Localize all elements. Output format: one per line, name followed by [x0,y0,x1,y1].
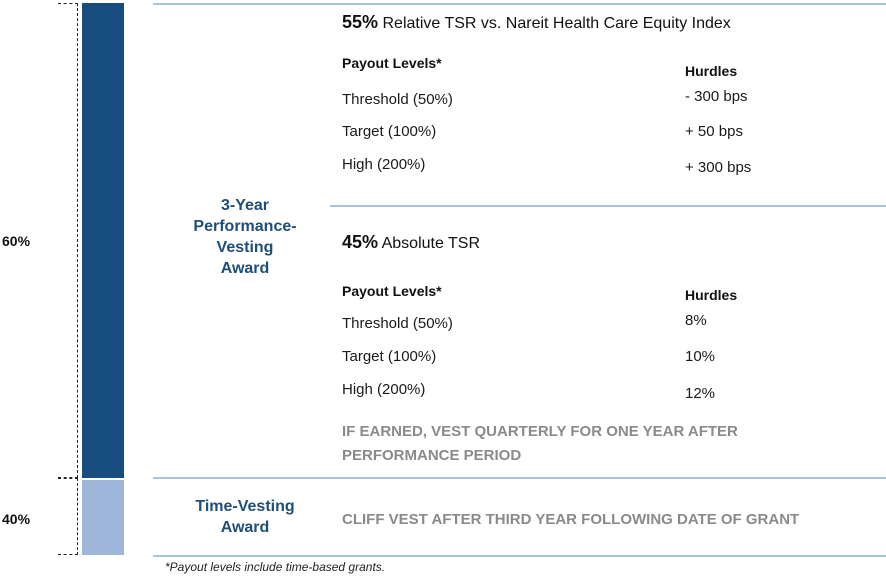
relative-tsr-weight: 55% [342,12,379,32]
performance-bar [82,3,124,478]
relative-hurdles-header: Hurdles [685,63,738,79]
time-bar [82,480,124,555]
relative-row-hurdle: + 50 bps [685,123,743,140]
absolute-tsr-heading: 45% Absolute TSR [342,232,480,253]
section-divider [153,477,886,479]
absolute-tsr-title: Absolute TSR [381,235,481,252]
absolute-tsr-weight: 45% [342,232,379,252]
award-label-line: Award [220,519,270,536]
absolute-row-hurdle: 8% [685,312,707,329]
bracket-performance [58,3,78,478]
award-label-line: Vesting [216,239,274,256]
bracket-time [58,478,78,555]
award-label-line: Award [220,260,270,277]
absolute-row-level: High (200%) [342,381,426,398]
time-weight-label: 40% [2,511,31,527]
relative-row-level: Target (100%) [342,123,437,140]
performance-award-label: 3-Year Performance- Vesting Award [160,195,330,279]
absolute-row-hurdle: 10% [685,348,716,365]
bottom-divider [153,555,886,557]
absolute-row-level: Target (100%) [342,348,437,365]
relative-row-level: High (200%) [342,156,426,173]
award-label-line: 3-Year [220,197,270,214]
top-divider [153,3,886,5]
relative-tsr-heading: 55% Relative TSR vs. Nareit Health Care … [342,12,731,33]
absolute-hurdles-header: Hurdles [685,287,738,303]
middle-divider [330,205,886,207]
award-label-line: Time-Vesting [195,498,295,515]
performance-vesting-note: IF EARNED, VEST QUARTERLY FOR ONE YEAR A… [342,420,738,468]
performance-weight-label: 60% [2,233,31,249]
note-line: PERFORMANCE PERIOD [342,447,522,464]
absolute-row-hurdle: 12% [685,385,716,402]
relative-payout-header: Payout Levels* [342,55,442,71]
absolute-row-level: Threshold (50%) [342,315,453,332]
relative-row-hurdle: + 300 bps [685,159,752,176]
award-label-line: Performance- [193,218,297,235]
footnote: *Payout levels include time-based grants… [165,560,386,574]
relative-row-level: Threshold (50%) [342,91,453,108]
time-award-label: Time-Vesting Award [160,496,330,538]
note-line: IF EARNED, VEST QUARTERLY FOR ONE YEAR A… [342,423,738,440]
absolute-payout-header: Payout Levels* [342,283,442,299]
time-vesting-note: CLIFF VEST AFTER THIRD YEAR FOLLOWING DA… [342,511,800,528]
relative-row-hurdle: - 300 bps [685,88,748,105]
relative-tsr-title: Relative TSR vs. Nareit Health Care Equi… [382,15,731,32]
